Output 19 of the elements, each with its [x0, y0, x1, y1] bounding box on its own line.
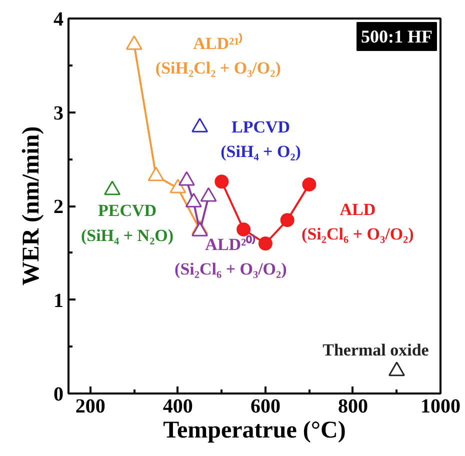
y-tick-label: 2 — [54, 196, 64, 218]
series-label: PECVD (SiH₄ + N₂O) — [80, 201, 174, 245]
y-tick-label: 0 — [54, 384, 64, 406]
series-label: LPCVD (SiH₄ + O₂) — [220, 117, 301, 162]
x-axis-title: Temperatrue (°C) — [163, 418, 346, 444]
series-label: Thermal oxide — [322, 340, 430, 360]
series-label: ALD²⁰⁾ (Si₂Cl₆ + O₃/O₂) — [174, 234, 287, 279]
x-tick-label: 400 — [162, 396, 193, 418]
x-tick-label: 200 — [75, 396, 106, 418]
x-tick-label: 800 — [338, 396, 368, 418]
y-axis-title: WER (nm/min) — [18, 126, 44, 286]
annotation: 500:1 HF — [361, 26, 433, 46]
y-tick-label: 3 — [54, 102, 64, 124]
y-tick-label: 1 — [54, 290, 64, 312]
x-tick-label: 1000 — [420, 396, 460, 418]
series-label: ALD²¹⁾ (SiH₂Cl₂ + O₃/O₂) — [155, 32, 281, 78]
y-tick-label: 4 — [54, 8, 64, 30]
series-label: ALD (Si₂Cl₆ + O₃/O₂) — [302, 200, 414, 244]
x-tick-label: 600 — [250, 396, 280, 418]
